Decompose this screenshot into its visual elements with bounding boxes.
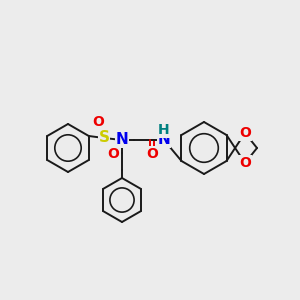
Text: N: N [116,133,128,148]
Text: O: O [146,147,158,161]
Text: O: O [239,156,251,170]
Text: O: O [107,147,119,161]
Text: S: S [98,130,110,146]
Text: N: N [158,133,170,148]
Text: H: H [158,123,170,137]
Text: O: O [92,115,104,129]
Text: O: O [239,126,251,140]
